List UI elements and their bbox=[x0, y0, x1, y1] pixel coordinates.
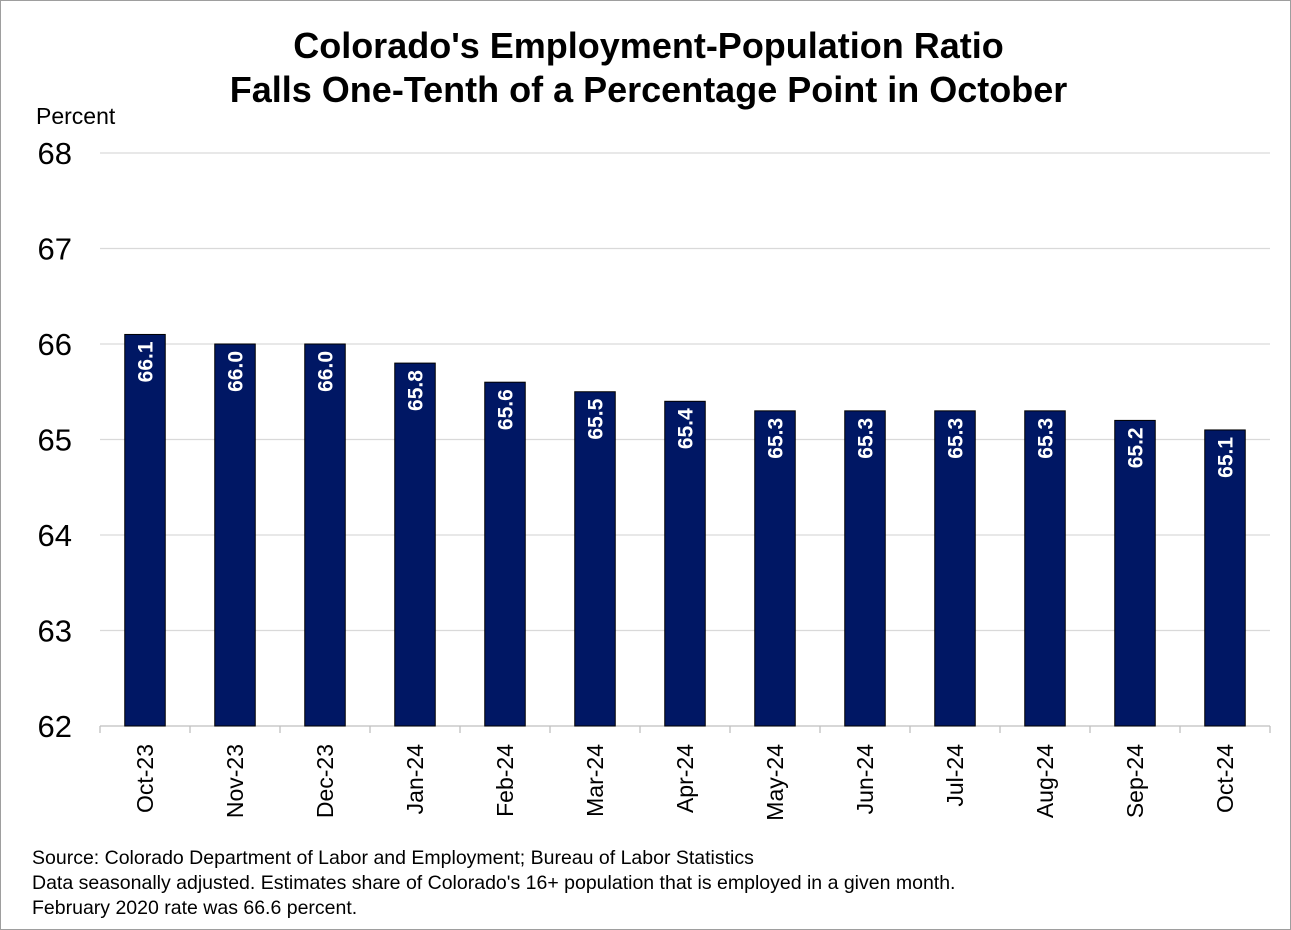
y-tick-label: 65 bbox=[38, 423, 72, 458]
x-tick-label: Mar-24 bbox=[582, 744, 608, 817]
x-tick-label: Apr-24 bbox=[672, 744, 698, 813]
y-tick-label: 63 bbox=[38, 614, 72, 649]
bar bbox=[754, 410, 796, 727]
bar-value-label: 66.0 bbox=[225, 351, 248, 392]
bar bbox=[124, 333, 166, 727]
bar bbox=[214, 343, 256, 727]
bar-value-label: 65.8 bbox=[405, 370, 428, 411]
chart-title: Colorado's Employment-Population Ratio F… bbox=[0, 24, 1291, 112]
footnotes: Source: Colorado Department of Labor and… bbox=[32, 846, 955, 921]
bar-value-label: 65.3 bbox=[855, 418, 878, 459]
bar-value-label: 65.3 bbox=[765, 418, 788, 459]
bar-value-label: 65.5 bbox=[585, 398, 608, 439]
bar bbox=[844, 410, 886, 727]
bar bbox=[934, 410, 976, 727]
x-tick-label: Aug-24 bbox=[1032, 744, 1058, 818]
bar-value-label: 65.3 bbox=[1035, 418, 1058, 459]
x-tick-label: Jul-24 bbox=[942, 744, 968, 807]
y-tick-label: 67 bbox=[38, 232, 72, 267]
bar bbox=[1024, 410, 1066, 727]
x-tick-label: Dec-23 bbox=[312, 744, 338, 818]
bar-value-label: 65.3 bbox=[945, 418, 968, 459]
bar-value-label: 65.1 bbox=[1215, 437, 1238, 478]
y-tick-label: 66 bbox=[38, 327, 72, 362]
bar bbox=[1204, 429, 1246, 727]
x-tick-label: Oct-23 bbox=[132, 744, 158, 813]
bar bbox=[574, 391, 616, 727]
bar bbox=[394, 362, 436, 727]
y-tick-label: 62 bbox=[38, 709, 72, 744]
bar-value-label: 66.0 bbox=[315, 351, 338, 392]
footnote-source: Source: Colorado Department of Labor and… bbox=[32, 847, 754, 869]
footnote-adjustment: Data seasonally adjusted. Estimates shar… bbox=[32, 872, 956, 894]
x-tick-label: Oct-24 bbox=[1212, 744, 1238, 813]
bar-value-label: 65.4 bbox=[675, 408, 698, 449]
bar-value-label: 65.2 bbox=[1125, 427, 1148, 468]
bar-value-label: 65.6 bbox=[495, 389, 518, 430]
bar bbox=[1114, 419, 1156, 727]
x-tick-label: Feb-24 bbox=[492, 744, 518, 817]
x-tick-label: Nov-23 bbox=[222, 744, 248, 818]
title-line-2: Falls One-Tenth of a Percentage Point in… bbox=[229, 69, 1068, 110]
footnote-february-2020: February 2020 rate was 66.6 percent. bbox=[32, 897, 358, 919]
y-axis-label: Percent bbox=[36, 103, 116, 129]
bar bbox=[664, 400, 706, 727]
x-tick-label: Sep-24 bbox=[1122, 744, 1148, 818]
x-tick-label: Jun-24 bbox=[852, 744, 878, 815]
x-tick-label: Jan-24 bbox=[402, 744, 428, 815]
bar-value-label: 66.1 bbox=[135, 341, 158, 382]
bar bbox=[304, 343, 346, 727]
y-tick-label: 64 bbox=[38, 518, 72, 553]
x-tick-label: May-24 bbox=[762, 744, 788, 821]
title-line-1: Colorado's Employment-Population Ratio bbox=[293, 25, 1004, 66]
bar bbox=[484, 381, 526, 727]
y-tick-label: 68 bbox=[38, 136, 72, 171]
